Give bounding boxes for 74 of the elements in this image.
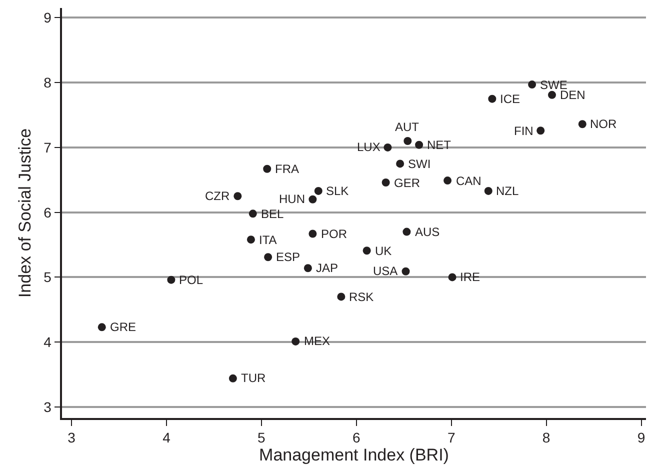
y-tick-label: 9 — [44, 10, 52, 26]
point — [402, 267, 410, 276]
y-tick-label: 4 — [44, 334, 52, 350]
annotation: MEX — [304, 334, 330, 348]
annotation: ICE — [500, 92, 520, 106]
annotation: FIN — [514, 124, 534, 138]
point — [234, 192, 242, 200]
annotation: GRE — [110, 320, 136, 334]
x-tick-label: 8 — [542, 430, 550, 446]
point — [415, 140, 424, 149]
annotation: NZL — [496, 184, 519, 198]
annotation: AUT — [395, 120, 420, 134]
annotation: CAN — [456, 174, 482, 188]
point — [484, 186, 492, 195]
point — [246, 236, 255, 244]
x-tick-label: 3 — [68, 430, 76, 446]
point — [264, 253, 272, 262]
y-tick-label: 5 — [44, 269, 52, 286]
annotation: HUN — [279, 192, 305, 206]
y-tick-label: 6 — [44, 204, 52, 220]
x-tick-label: 7 — [447, 430, 456, 446]
point — [292, 337, 300, 346]
y-tick-label: 7 — [44, 139, 52, 156]
annotation: POL — [179, 273, 204, 287]
x-tick-label: 9 — [637, 430, 646, 446]
point — [402, 228, 411, 236]
x-tick-label: 5 — [258, 430, 266, 446]
annotation: SWI — [408, 157, 431, 171]
x-axis-title: Management Index (BRI) — [259, 446, 449, 465]
point — [304, 264, 312, 272]
point — [263, 164, 272, 173]
point — [578, 120, 586, 128]
point — [396, 160, 404, 168]
point — [536, 126, 545, 135]
point — [528, 80, 536, 89]
y-axis-title: Index of Social Justice — [16, 128, 35, 298]
point — [382, 178, 390, 187]
point — [448, 273, 456, 282]
annotation: GER — [394, 176, 420, 190]
annotation: JAP — [316, 261, 338, 275]
annotation: SLK — [326, 184, 349, 198]
point — [444, 176, 452, 185]
point — [362, 246, 371, 255]
x-tick-label: 6 — [352, 430, 360, 446]
annotation: USA — [373, 264, 398, 278]
point — [337, 292, 346, 301]
point — [167, 276, 176, 284]
point — [248, 210, 257, 218]
annotation: POR — [321, 227, 348, 241]
point — [228, 374, 237, 382]
annotation: TUR — [241, 371, 266, 385]
annotation: ESP — [276, 250, 300, 264]
point — [314, 186, 322, 195]
annotation: FRA — [275, 162, 299, 176]
point — [98, 323, 106, 332]
point — [488, 94, 496, 103]
annotation: AUS — [415, 225, 440, 239]
y-tick-label: 3 — [44, 398, 52, 415]
point — [404, 136, 412, 145]
annotation: NOR — [590, 117, 617, 131]
annotation: BEL — [261, 207, 284, 221]
point — [308, 230, 317, 238]
annotation: IRE — [460, 270, 480, 284]
annotation: CZR — [205, 189, 230, 203]
point — [548, 90, 556, 99]
annotation: LUX — [357, 140, 380, 154]
annotation: NET — [427, 138, 452, 152]
annotation: RSK — [349, 290, 374, 304]
annotation: ITA — [259, 233, 277, 247]
annotation: UK — [375, 244, 392, 258]
x-tick-label: 4 — [162, 430, 171, 446]
point — [384, 143, 392, 152]
point — [308, 195, 317, 204]
y-tick-label: 8 — [44, 74, 52, 90]
